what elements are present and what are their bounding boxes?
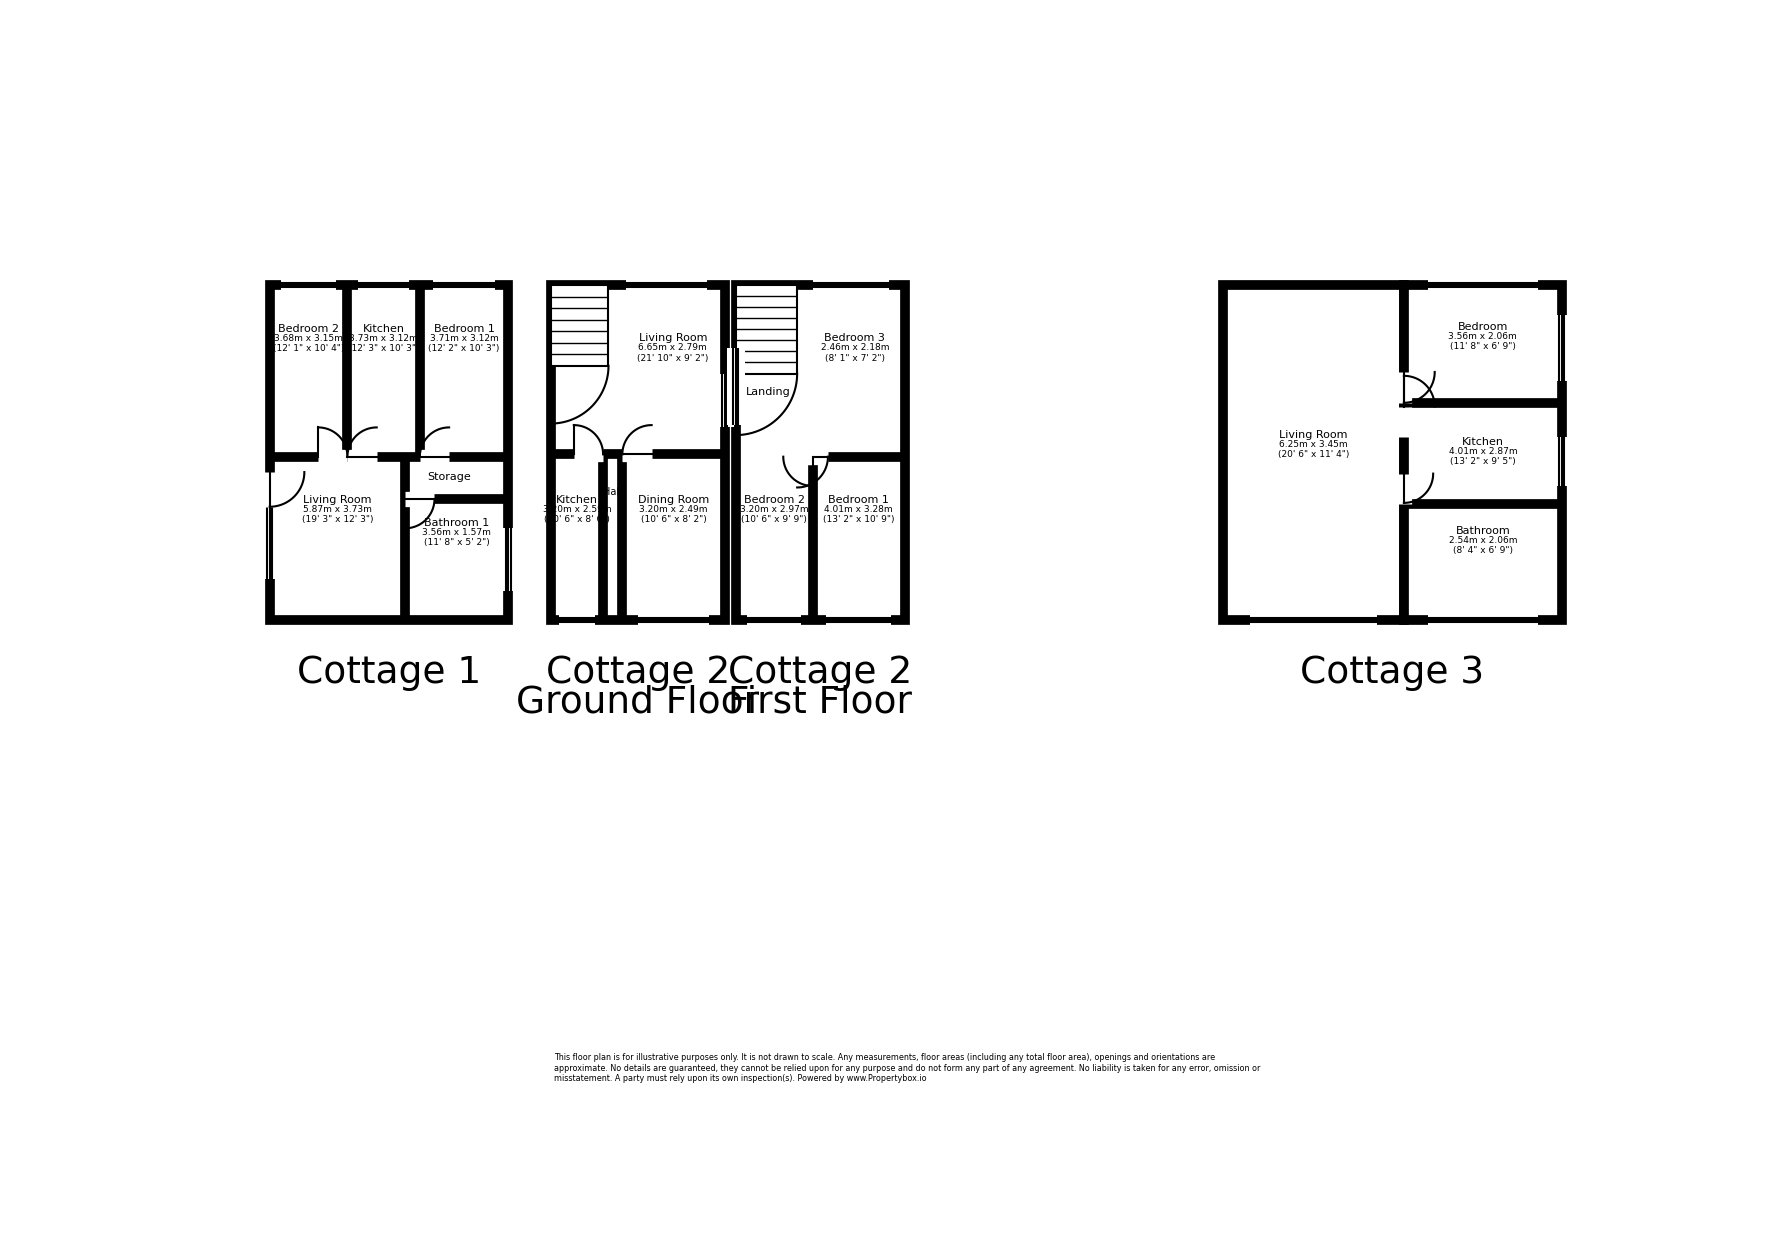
Text: Bathroom 1: Bathroom 1 [425, 518, 489, 528]
Text: 5.87m x 3.73m: 5.87m x 3.73m [303, 506, 372, 514]
Text: Ground Floor: Ground Floor [515, 685, 760, 721]
Text: 3.20m x 2.49m: 3.20m x 2.49m [639, 506, 708, 514]
Bar [551, 285, 724, 620]
Text: Bedroom 2: Bedroom 2 [744, 496, 804, 506]
Text: (10' 6" x 8' 6"): (10' 6" x 8' 6") [544, 515, 609, 524]
Text: (13' 2" x 9' 5"): (13' 2" x 9' 5") [1450, 457, 1516, 466]
Text: (12' 2" x 10' 3"): (12' 2" x 10' 3") [429, 344, 499, 353]
Text: Bedroom 3: Bedroom 3 [825, 333, 886, 343]
Text: (21' 10" x 9' 2"): (21' 10" x 9' 2") [638, 353, 708, 363]
Text: Cottage 3: Cottage 3 [1300, 655, 1484, 691]
Text: 3.56m x 1.57m: 3.56m x 1.57m [421, 528, 491, 538]
Bar [735, 285, 797, 373]
Text: (12' 1" x 10' 4"): (12' 1" x 10' 4") [273, 344, 344, 353]
Text: Kitchen: Kitchen [556, 496, 599, 506]
Text: Storage: Storage [427, 472, 471, 482]
Bar [1404, 285, 1562, 620]
Text: 6.25m x 3.45m: 6.25m x 3.45m [1279, 440, 1348, 449]
Bar [1224, 285, 1404, 620]
Text: (19' 3" x 12' 3"): (19' 3" x 12' 3") [301, 515, 374, 524]
Text: Hall: Hall [604, 487, 622, 498]
Text: (10' 6" x 9' 9"): (10' 6" x 9' 9") [740, 515, 808, 524]
Text: Cottage 2: Cottage 2 [545, 655, 730, 691]
Text: Landing: Landing [746, 388, 790, 398]
Text: First Floor: First Floor [728, 685, 912, 721]
Text: Living Room: Living Room [303, 496, 372, 506]
Text: 3.71m x 3.12m: 3.71m x 3.12m [430, 335, 498, 343]
Text: Bathroom: Bathroom [1456, 527, 1511, 536]
Text: (13' 2" x 10' 9"): (13' 2" x 10' 9") [824, 515, 894, 524]
Bar [551, 285, 609, 366]
Text: 2.54m x 2.06m: 2.54m x 2.06m [1449, 536, 1518, 545]
Text: Kitchen: Kitchen [1461, 437, 1504, 447]
Text: (11' 8" x 6' 9"): (11' 8" x 6' 9") [1450, 342, 1516, 351]
Text: Living Room: Living Room [639, 333, 707, 343]
Text: Bedroom 1: Bedroom 1 [829, 496, 889, 506]
Text: (8' 4" x 6' 9"): (8' 4" x 6' 9") [1452, 546, 1512, 555]
Text: Cottage 2: Cottage 2 [728, 655, 912, 691]
Text: 3.68m x 3.15m: 3.68m x 3.15m [275, 335, 344, 343]
Text: Cottage 1: Cottage 1 [298, 655, 482, 691]
Text: Bedroom: Bedroom [1458, 322, 1509, 332]
Text: Kitchen: Kitchen [363, 325, 404, 335]
Text: (11' 8" x 5' 2"): (11' 8" x 5' 2") [423, 538, 489, 548]
Text: 3.20m x 2.97m: 3.20m x 2.97m [740, 506, 808, 514]
Text: This floor plan is for illustrative purposes only. It is not drawn to scale. Any: This floor plan is for illustrative purp… [554, 1053, 1261, 1083]
Text: Bedroom 2: Bedroom 2 [278, 325, 338, 335]
Text: 3.56m x 2.06m: 3.56m x 2.06m [1449, 332, 1518, 341]
Text: 2.46m x 2.18m: 2.46m x 2.18m [820, 343, 889, 352]
Text: Bedroom 1: Bedroom 1 [434, 325, 494, 335]
Bar [269, 285, 508, 620]
Text: (20' 6" x 11' 4"): (20' 6" x 11' 4") [1277, 450, 1350, 458]
Text: (12' 3" x 10' 3"): (12' 3" x 10' 3") [347, 344, 420, 353]
Text: 3.20m x 2.59m: 3.20m x 2.59m [542, 506, 611, 514]
Text: 4.01m x 2.87m: 4.01m x 2.87m [1449, 447, 1518, 456]
Text: (8' 1" x 7' 2"): (8' 1" x 7' 2") [825, 353, 886, 363]
Text: 4.01m x 3.28m: 4.01m x 3.28m [825, 506, 893, 514]
Bar [735, 285, 905, 620]
Text: Living Room: Living Room [1279, 430, 1348, 440]
Text: 3.73m x 3.12m: 3.73m x 3.12m [349, 335, 418, 343]
Text: 6.65m x 2.79m: 6.65m x 2.79m [638, 343, 707, 352]
Text: Dining Room: Dining Room [638, 496, 708, 506]
Text: (10' 6" x 8' 2"): (10' 6" x 8' 2") [641, 515, 707, 524]
